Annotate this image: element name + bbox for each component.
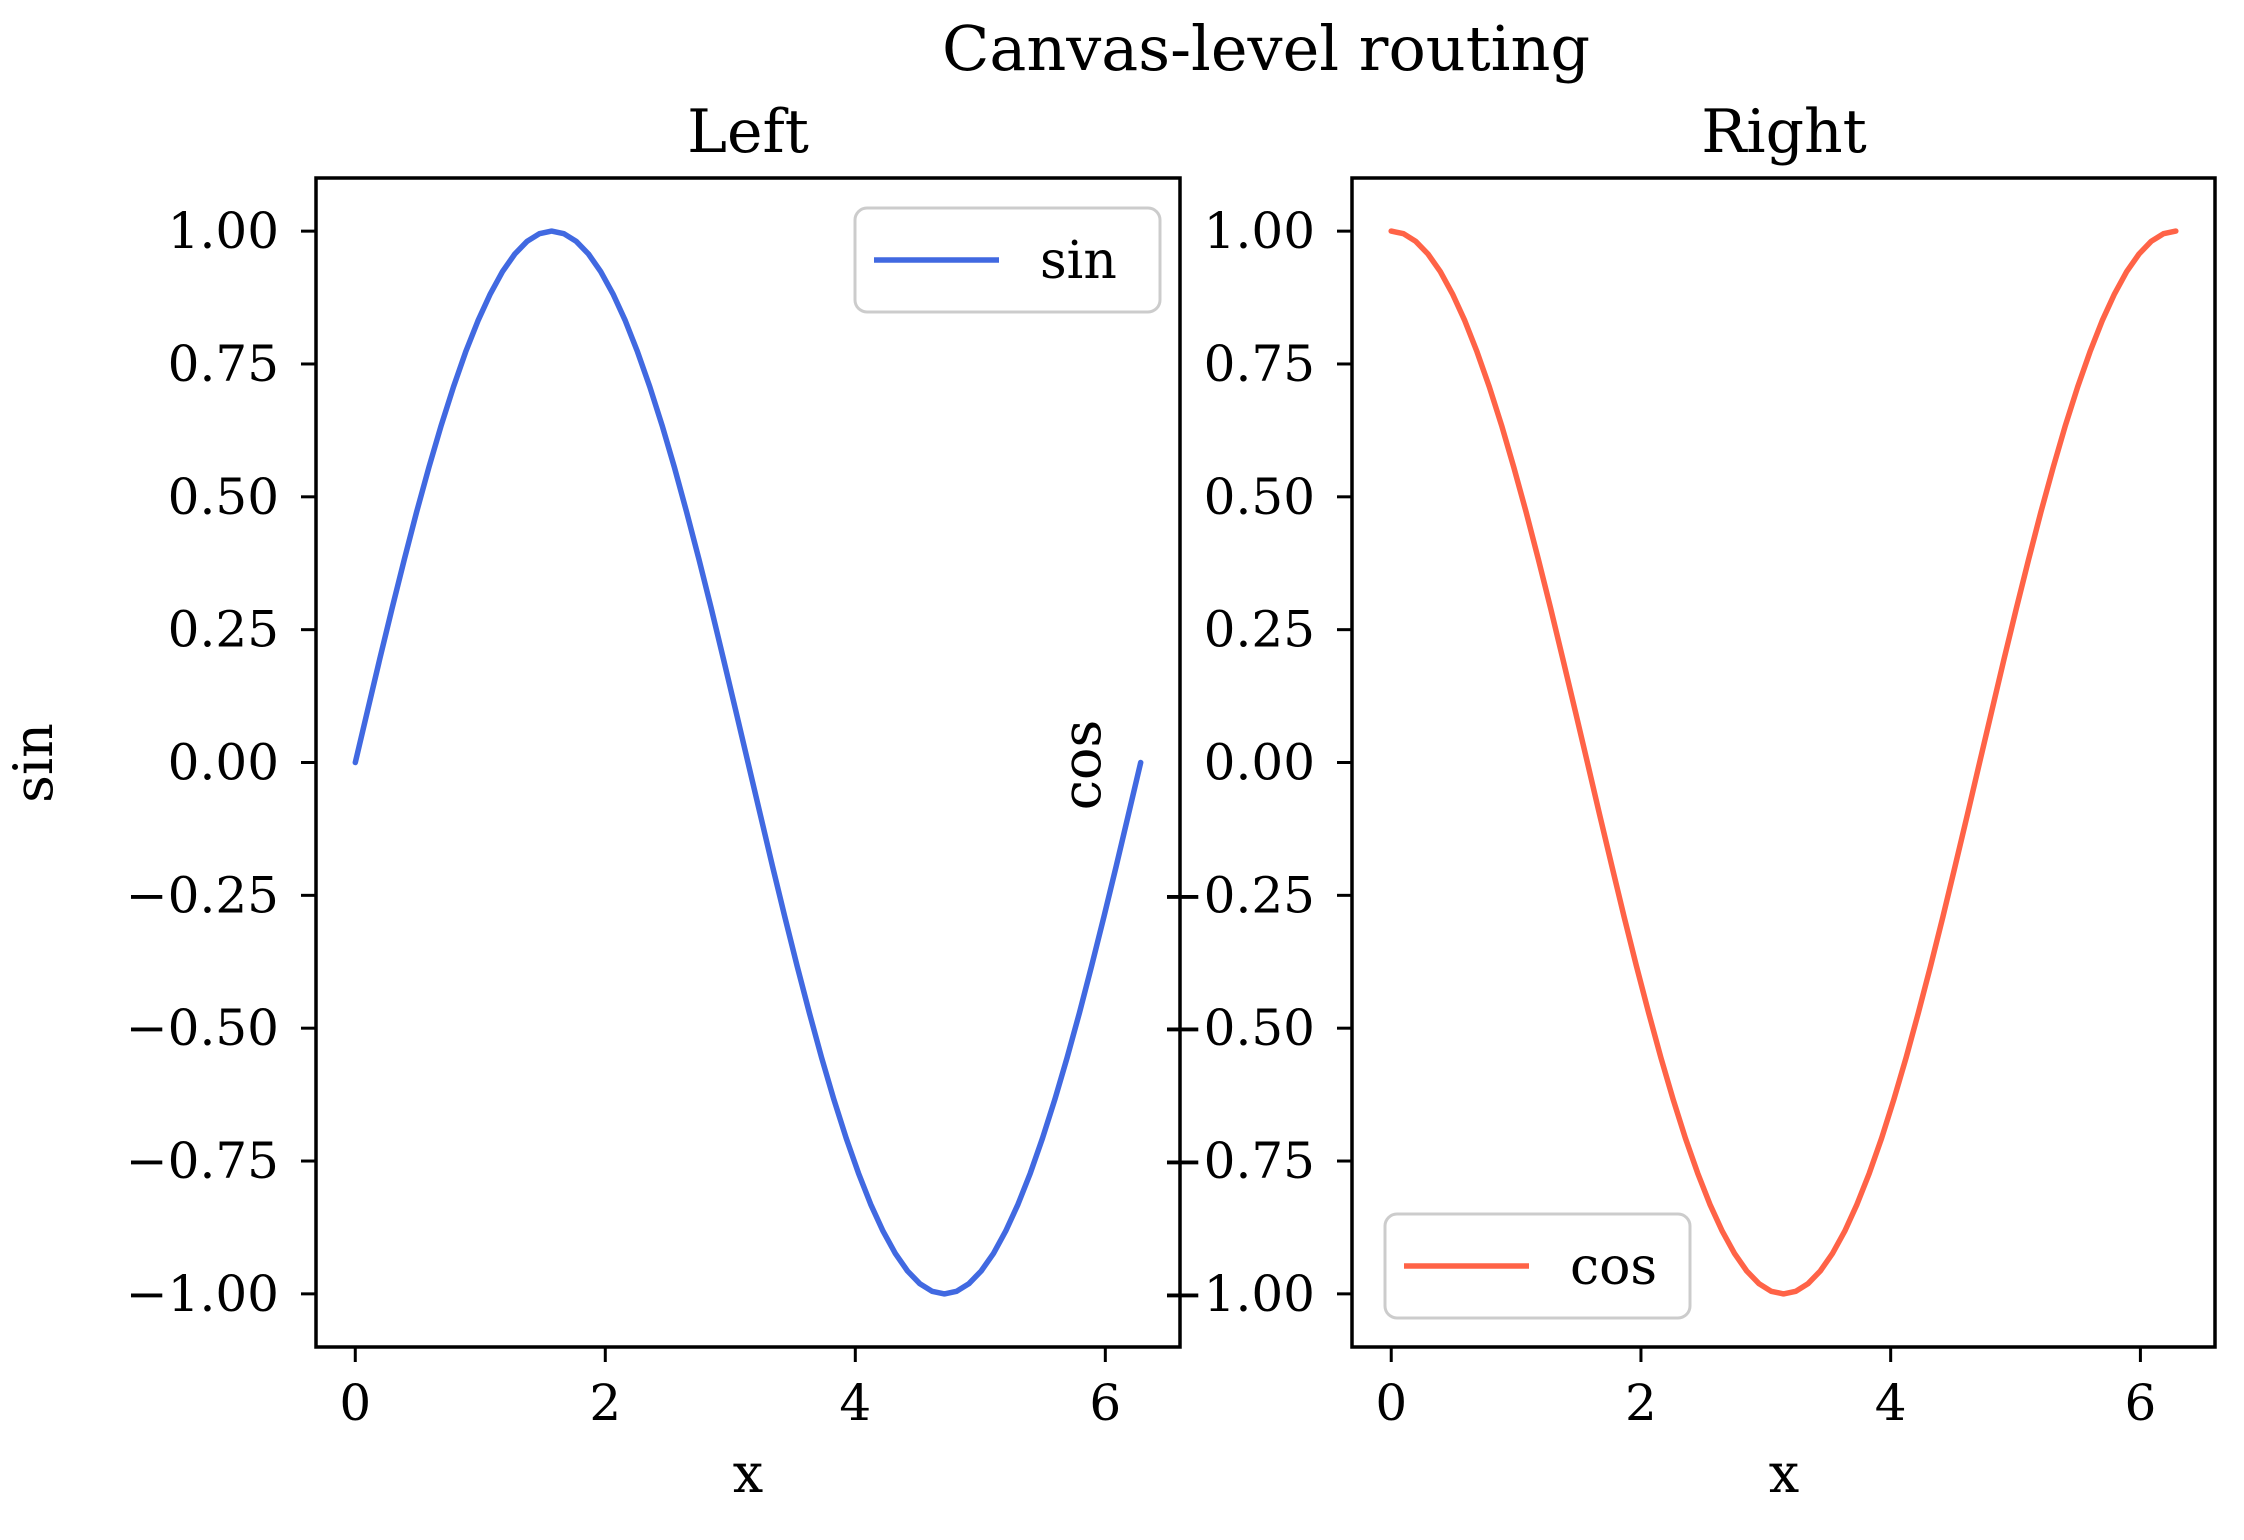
x-tick-label: 0 xyxy=(1375,1374,1407,1432)
subplot-right: Right x cos 0 2 4 6 1.00 0.75 0.50 0.25 0.00 −0.2… xyxy=(1050,97,2217,1505)
y-tick-label: 0.00 xyxy=(1204,734,1315,792)
y-tick-label: −0.25 xyxy=(126,866,279,924)
y-tick-label: −0.75 xyxy=(1162,1132,1315,1190)
y-tick-label: 0.50 xyxy=(1204,468,1315,526)
left-subplot-title: Left xyxy=(687,97,809,167)
axes-spines xyxy=(1350,176,2217,1349)
subplot-left: Left x sin 0 2 4 6 1.00 0.75 0.50 0.25 0.00 −0.25… xyxy=(2,97,1182,1505)
y-tick-label: −0.25 xyxy=(1162,866,1315,924)
axes-spines xyxy=(314,176,1182,1349)
x-tick-label: 6 xyxy=(2125,1374,2157,1432)
y-tick-label: −1.00 xyxy=(126,1265,279,1323)
legend-box xyxy=(853,206,1162,314)
y-tick-label: 0.75 xyxy=(1204,335,1315,393)
left-yaxis-label: sin xyxy=(2,723,65,803)
cos-curve xyxy=(1388,228,2179,1297)
y-tick-label: −1.00 xyxy=(1162,1265,1315,1323)
x-tick-label: 4 xyxy=(1875,1374,1907,1432)
legend-box xyxy=(1383,1212,1692,1320)
y-tick-label: 0.75 xyxy=(168,335,279,393)
cos-legend-label: cos xyxy=(1570,1237,1657,1297)
x-tick-label: 4 xyxy=(839,1374,871,1432)
left-axes-area: 0 2 4 6 1.00 0.75 0.50 0.25 0.00 −0.25 −0.50 −0.75 −… xyxy=(126,176,1182,1432)
sin-curve xyxy=(352,228,1144,1297)
y-tick-label: −0.50 xyxy=(126,999,279,1057)
x-tick-label: 2 xyxy=(589,1374,621,1432)
y-tick-label: −0.75 xyxy=(126,1132,279,1190)
y-tick-label: 0.25 xyxy=(1204,601,1315,659)
y-tick-label: 1.00 xyxy=(1204,202,1315,260)
left-xaxis-label: x xyxy=(733,1442,763,1505)
y-tick-label: 0.25 xyxy=(168,601,279,659)
x-tick-label: 6 xyxy=(1089,1374,1121,1432)
y-tick-label: 0.00 xyxy=(168,734,279,792)
right-yaxis-label: cos xyxy=(1050,720,1113,810)
right-subplot-title: Right xyxy=(1701,97,1867,167)
y-tick-label: 0.50 xyxy=(168,468,279,526)
left-legend: sin xyxy=(853,206,1162,314)
sin-legend-label: sin xyxy=(1040,231,1117,291)
right-legend: cos xyxy=(1383,1212,1692,1320)
y-tick-label: −0.50 xyxy=(1162,999,1315,1057)
right-axes-area: 0 2 4 6 1.00 0.75 0.50 0.25 0.00 −0.25 −0.50 −0.75 −… xyxy=(1162,176,2217,1432)
figure-suptitle: Canvas-level routing xyxy=(942,12,1590,85)
x-tick-label: 2 xyxy=(1625,1374,1657,1432)
right-xaxis-label: x xyxy=(1769,1442,1799,1505)
y-tick-label: 1.00 xyxy=(168,202,279,260)
x-tick-label: 0 xyxy=(339,1374,371,1432)
